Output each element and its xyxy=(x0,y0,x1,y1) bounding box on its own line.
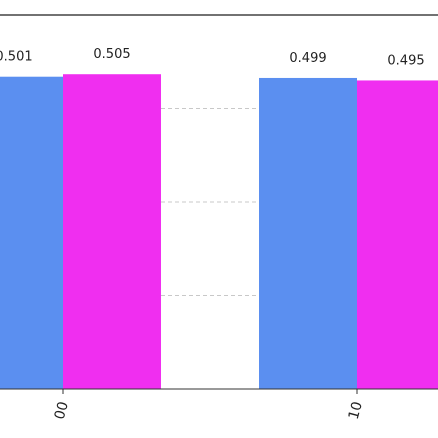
x-tick-label-10: 10 xyxy=(346,400,366,421)
bar-00-series-1 xyxy=(0,76,63,390)
bar-10-series-1 xyxy=(259,77,357,389)
data-label-10-series-1: 0.499 xyxy=(289,51,326,66)
data-label-00-series-2: 0.505 xyxy=(93,47,130,62)
bar-10-series-2 xyxy=(357,80,438,389)
x-ticks: 00 10 xyxy=(52,389,366,421)
x-tick-label-00: 00 xyxy=(52,400,72,421)
data-label-10-series-2: 0.495 xyxy=(387,53,424,68)
data-label-00-series-1: 0.501 xyxy=(0,50,33,65)
bars xyxy=(0,74,438,390)
bar-00-series-2 xyxy=(63,74,161,389)
data-labels: 0.501 0.505 0.499 0.495 xyxy=(0,47,425,68)
